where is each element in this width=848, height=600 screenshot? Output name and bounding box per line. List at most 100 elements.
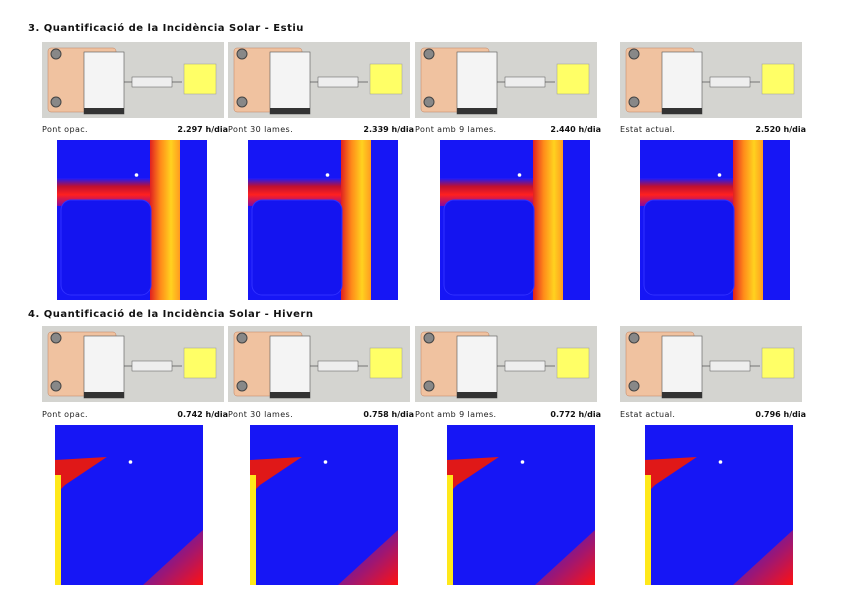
input-knob <box>236 96 248 108</box>
heatmap-shadow <box>251 199 343 296</box>
input-knob <box>50 48 62 60</box>
component <box>661 51 703 115</box>
panel: Estat actual. 0.796 h/dia <box>620 326 806 585</box>
output-panel <box>761 347 795 379</box>
heatmap-wedge <box>447 457 499 495</box>
panel-value: 0.796 h/dia <box>755 410 806 419</box>
average-node <box>504 360 546 372</box>
heatmap-shadow <box>60 199 152 296</box>
input-knob <box>628 332 640 344</box>
component <box>456 335 498 399</box>
panel: Pont amb 9 lames. 0.772 h/dia <box>415 326 601 585</box>
panel-label: Pont opac. <box>42 125 88 134</box>
component <box>269 335 311 399</box>
panel-label: Estat actual. <box>620 125 675 134</box>
panel-label: Pont 30 lames. <box>228 410 293 419</box>
component-footer <box>457 108 497 114</box>
input-knob <box>423 380 435 392</box>
heatmap-stripe <box>341 140 371 300</box>
panel-value: 0.772 h/dia <box>550 410 601 419</box>
panel: Pont amb 9 lames. 2.440 h/dia <box>415 42 601 300</box>
heatmap-corner <box>338 530 398 585</box>
panel-value: 2.520 h/dia <box>755 125 806 134</box>
panel-value: 2.339 h/dia <box>363 125 414 134</box>
heatmap-stripe <box>733 140 763 300</box>
output-panel <box>183 63 217 95</box>
input-knob <box>50 332 62 344</box>
heatmap-wedge <box>645 457 697 495</box>
panel-value: 0.758 h/dia <box>363 410 414 419</box>
output-panel <box>761 63 795 95</box>
panel: Estat actual. 2.520 h/dia <box>620 42 806 300</box>
panel-value: 2.440 h/dia <box>550 125 601 134</box>
sun-point <box>520 460 525 464</box>
input-knob <box>423 332 435 344</box>
panel-label: Pont amb 9 lames. <box>415 410 496 419</box>
heatmap-stripe <box>150 140 180 300</box>
component-footer <box>84 108 124 114</box>
sun-point <box>517 173 522 177</box>
component <box>83 51 125 115</box>
input-knob <box>236 380 248 392</box>
output-panel <box>183 347 217 379</box>
heatmap-shadow <box>443 199 535 296</box>
component <box>269 51 311 115</box>
output-panel <box>556 347 590 379</box>
panel-label: Estat actual. <box>620 410 675 419</box>
input-knob <box>236 48 248 60</box>
average-node <box>317 76 359 88</box>
input-knob <box>50 380 62 392</box>
input-knob <box>628 380 640 392</box>
heatmap-corner <box>733 530 793 585</box>
heatmap-corner <box>535 530 595 585</box>
output-panel <box>369 347 403 379</box>
panel-value: 2.297 h/dia <box>177 125 228 134</box>
heatmap-edge <box>645 475 651 585</box>
component-footer <box>84 392 124 398</box>
panel-label: Pont 30 lames. <box>228 125 293 134</box>
input-knob <box>50 96 62 108</box>
panel: Pont 30 lames. 0.758 h/dia <box>228 326 414 585</box>
input-knob <box>423 96 435 108</box>
section-title: 3. Quantificació de la Incidència Solar … <box>28 22 304 34</box>
average-node <box>317 360 359 372</box>
section-title: 4. Quantificació de la Incidència Solar … <box>28 308 313 320</box>
average-node <box>709 76 751 88</box>
sun-point <box>325 173 330 177</box>
heatmap-edge <box>447 475 453 585</box>
average-node <box>131 76 173 88</box>
panel: Pont 30 lames. 2.339 h/dia <box>228 42 414 300</box>
input-knob <box>628 96 640 108</box>
component <box>83 335 125 399</box>
average-node <box>131 360 173 372</box>
input-knob <box>423 48 435 60</box>
component-footer <box>270 392 310 398</box>
heatmap-corner <box>143 530 203 585</box>
panel: Pont opac. 0.742 h/dia <box>42 326 228 585</box>
component-footer <box>662 108 702 114</box>
heatmap-wedge <box>250 457 302 495</box>
component-footer <box>457 392 497 398</box>
component <box>456 51 498 115</box>
average-node <box>504 76 546 88</box>
input-knob <box>628 48 640 60</box>
heatmap-stripe <box>533 140 563 300</box>
component <box>661 335 703 399</box>
panel-label: Pont amb 9 lames. <box>415 125 496 134</box>
component-footer <box>270 108 310 114</box>
panel-label: Pont opac. <box>42 410 88 419</box>
component-footer <box>662 392 702 398</box>
sun-point <box>717 173 722 177</box>
heatmap-edge <box>55 475 61 585</box>
sun-point <box>718 460 723 464</box>
input-knob <box>236 332 248 344</box>
output-panel <box>556 63 590 95</box>
average-node <box>709 360 751 372</box>
sun-point <box>134 173 139 177</box>
heatmap-wedge <box>55 457 107 495</box>
panel: Pont opac. 2.297 h/dia <box>42 42 228 300</box>
heatmap-edge <box>250 475 256 585</box>
sun-point <box>128 460 133 464</box>
heatmap-shadow <box>643 199 735 296</box>
